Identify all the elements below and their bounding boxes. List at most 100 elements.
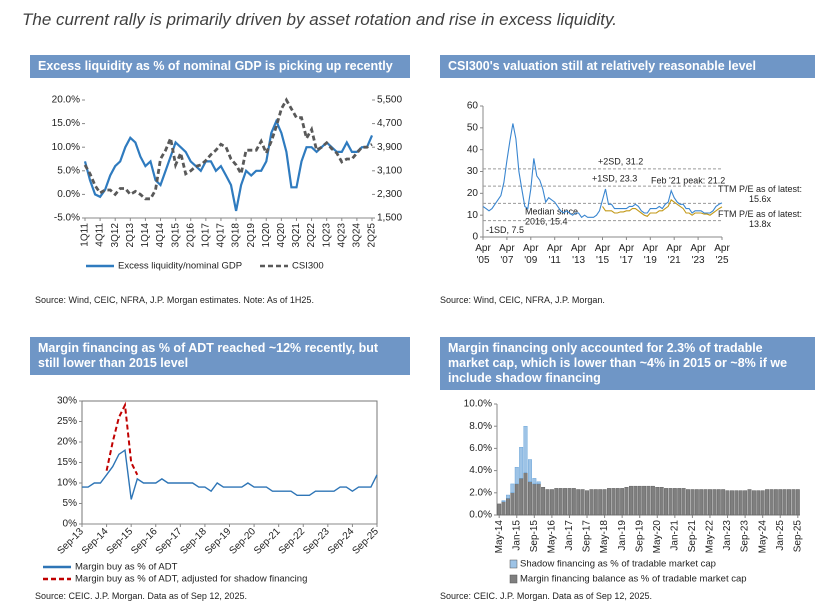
x-tick-label: Jan-23	[722, 520, 733, 551]
x-tick-label: Sep-23	[301, 526, 332, 557]
x-tick-label: 2Q25	[367, 223, 378, 248]
bar	[782, 489, 787, 516]
source-note: Source: CEIC. J.P. Morgan. Data as of Se…	[35, 591, 247, 601]
bar	[549, 489, 554, 516]
chart-title: Margin financing as % of ADT reached ~12…	[30, 337, 410, 375]
bar	[563, 488, 568, 516]
x-tick-label: 2Q16	[185, 223, 196, 248]
x-tick-label: Sep-16	[129, 526, 160, 557]
legend-label: Margin buy as % of ADT, adjusted for sha…	[75, 574, 307, 585]
line-series	[105, 401, 139, 476]
x-tick-label: Apr '11	[547, 243, 563, 266]
y-tick-label: 60	[467, 101, 479, 112]
bar	[567, 488, 572, 516]
reference-label: -1SD, 7.5	[486, 225, 524, 235]
bar	[615, 488, 620, 516]
bar	[497, 503, 502, 516]
bar	[523, 426, 528, 474]
x-tick-label: 4Q14	[155, 223, 166, 248]
x-tick-label: Sep-14	[80, 526, 111, 557]
bar	[536, 481, 541, 485]
y-tick-label: 30%	[57, 396, 77, 407]
x-tick-label: Sep-21	[687, 520, 698, 553]
x-tick-label: 1Q11	[80, 223, 91, 247]
line-series	[82, 448, 378, 500]
bar	[523, 472, 528, 516]
x-tick-label: Apr '25	[714, 243, 730, 266]
x-tick-label: Jan-21	[669, 520, 680, 551]
line-series	[602, 199, 723, 217]
bar	[602, 489, 607, 516]
bar	[532, 478, 537, 485]
bar	[787, 489, 791, 516]
bar	[585, 490, 589, 516]
x-tick-label: Apr '21	[666, 243, 682, 266]
x-tick-label: Sep-22	[277, 526, 308, 557]
x-tick-label: 4Q23	[336, 223, 347, 248]
y-tick-label: 8.0%	[469, 421, 492, 432]
source-note: Source: CEIC. J.P. Morgan. Data as of Se…	[440, 591, 652, 601]
x-tick-label: Sep-18	[178, 526, 209, 557]
bar	[527, 459, 532, 482]
y-tick-label: 40	[467, 144, 479, 155]
x-tick-label: 2Q13	[125, 223, 136, 248]
bar	[712, 489, 717, 516]
bar	[795, 489, 800, 516]
y-tick-label: -5.0%	[54, 213, 80, 224]
bar	[694, 489, 699, 516]
chart-title: Margin financing only accounted for 2.3%…	[440, 337, 815, 390]
bar	[703, 489, 708, 516]
bar	[747, 489, 752, 516]
bar	[668, 488, 673, 516]
y-tick-label: 10	[467, 210, 479, 221]
y-tick-label: 2,300	[377, 189, 402, 200]
reference-label: Median since 2016, 15.4	[525, 207, 578, 227]
reference-label: +2SD, 31.2	[598, 156, 643, 166]
bar	[725, 490, 730, 516]
page-title: The current rally is primarily driven by…	[22, 10, 617, 29]
x-tick-label: Sep-15	[529, 520, 540, 553]
y-tick-label: 0	[472, 232, 478, 243]
bar	[646, 485, 651, 516]
bar	[506, 494, 510, 499]
bar	[580, 489, 585, 516]
bar	[765, 489, 770, 516]
x-tick-label: Sep-13	[55, 526, 86, 557]
bar	[607, 488, 611, 516]
x-tick-label: 4Q20	[276, 223, 287, 248]
y-tick-label: 20.0%	[52, 95, 80, 106]
y-tick-label: 20%	[57, 437, 77, 448]
y-tick-label: 30	[467, 166, 479, 177]
bar	[769, 489, 774, 516]
line-series	[83, 97, 373, 201]
x-tick-label: Jan-25	[775, 520, 786, 551]
x-tick-label: Sep-21	[252, 526, 283, 557]
bar	[527, 481, 532, 516]
x-tick-label: 4Q17	[216, 223, 227, 248]
y-tick-label: 15.0%	[52, 118, 80, 129]
legend-label: Shadow financing as % of tradable market…	[520, 559, 716, 570]
legend-swatch	[509, 559, 518, 569]
x-tick-label: Sep-24	[326, 526, 357, 557]
bar	[501, 500, 506, 502]
x-tick-label: Apr '19	[643, 243, 659, 266]
bar	[593, 489, 598, 516]
bar	[571, 488, 576, 516]
x-tick-label: 3Q18	[231, 223, 242, 248]
bar	[642, 485, 647, 516]
bar	[751, 490, 756, 516]
bar	[554, 488, 559, 516]
x-tick-label: Sep-17	[582, 520, 593, 553]
bar	[514, 467, 519, 485]
x-tick-label: May-24	[757, 520, 768, 554]
bar	[545, 489, 550, 516]
bar	[510, 492, 515, 516]
bar	[664, 488, 669, 516]
y-tick-label: 50	[467, 122, 479, 133]
bar	[743, 490, 748, 516]
bar	[655, 487, 660, 516]
y-tick-label: 3,900	[377, 142, 402, 153]
x-tick-label: Apr '05	[475, 243, 491, 266]
chart-title: Excess liquidity as % of nominal GDP is …	[30, 55, 410, 78]
